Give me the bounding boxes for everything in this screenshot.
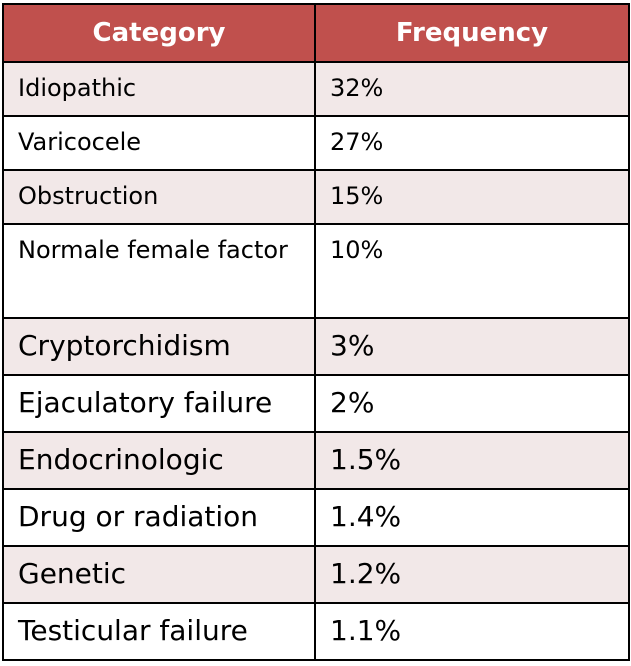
table-row: Drug or radiation 1.4% (2, 488, 630, 547)
frequency-cell: 1.4% (314, 488, 630, 547)
frequency-table: Category Frequency Idiopathic 32% Varico… (2, 3, 630, 661)
table-row: Idiopathic 32% (2, 61, 630, 117)
frequency-table-container: Category Frequency Idiopathic 32% Varico… (2, 3, 630, 661)
frequency-cell: 1.5% (314, 431, 630, 490)
table-row: Obstruction 15% (2, 169, 630, 225)
frequency-cell: 1.2% (314, 545, 630, 604)
table-row: Genetic 1.2% (2, 545, 630, 604)
category-cell: Endocrinologic (2, 431, 316, 490)
category-cell: Cryptorchidism (2, 317, 316, 376)
category-cell: Genetic (2, 545, 316, 604)
frequency-cell: 1.1% (314, 602, 630, 661)
category-cell: Idiopathic (2, 61, 316, 117)
column-header-category: Category (2, 3, 316, 63)
table-row: Ejaculatory failure 2% (2, 374, 630, 433)
category-cell: Ejaculatory failure (2, 374, 316, 433)
category-cell: Testicular failure (2, 602, 316, 661)
category-cell: Drug or radiation (2, 488, 316, 547)
column-header-frequency: Frequency (314, 3, 630, 63)
frequency-cell: 10% (314, 223, 630, 319)
frequency-cell: 15% (314, 169, 630, 225)
frequency-cell: 27% (314, 115, 630, 171)
table-row: Endocrinologic 1.5% (2, 431, 630, 490)
frequency-cell: 32% (314, 61, 630, 117)
table-row: Testicular failure 1.1% (2, 602, 630, 661)
category-cell: Normale female factor (2, 223, 316, 319)
table-row: Cryptorchidism 3% (2, 317, 630, 376)
frequency-cell: 2% (314, 374, 630, 433)
table-row: Varicocele 27% (2, 115, 630, 171)
header-row: Category Frequency (2, 3, 630, 63)
table-row: Normale female factor 10% (2, 223, 630, 319)
category-cell: Obstruction (2, 169, 316, 225)
frequency-cell: 3% (314, 317, 630, 376)
category-cell: Varicocele (2, 115, 316, 171)
